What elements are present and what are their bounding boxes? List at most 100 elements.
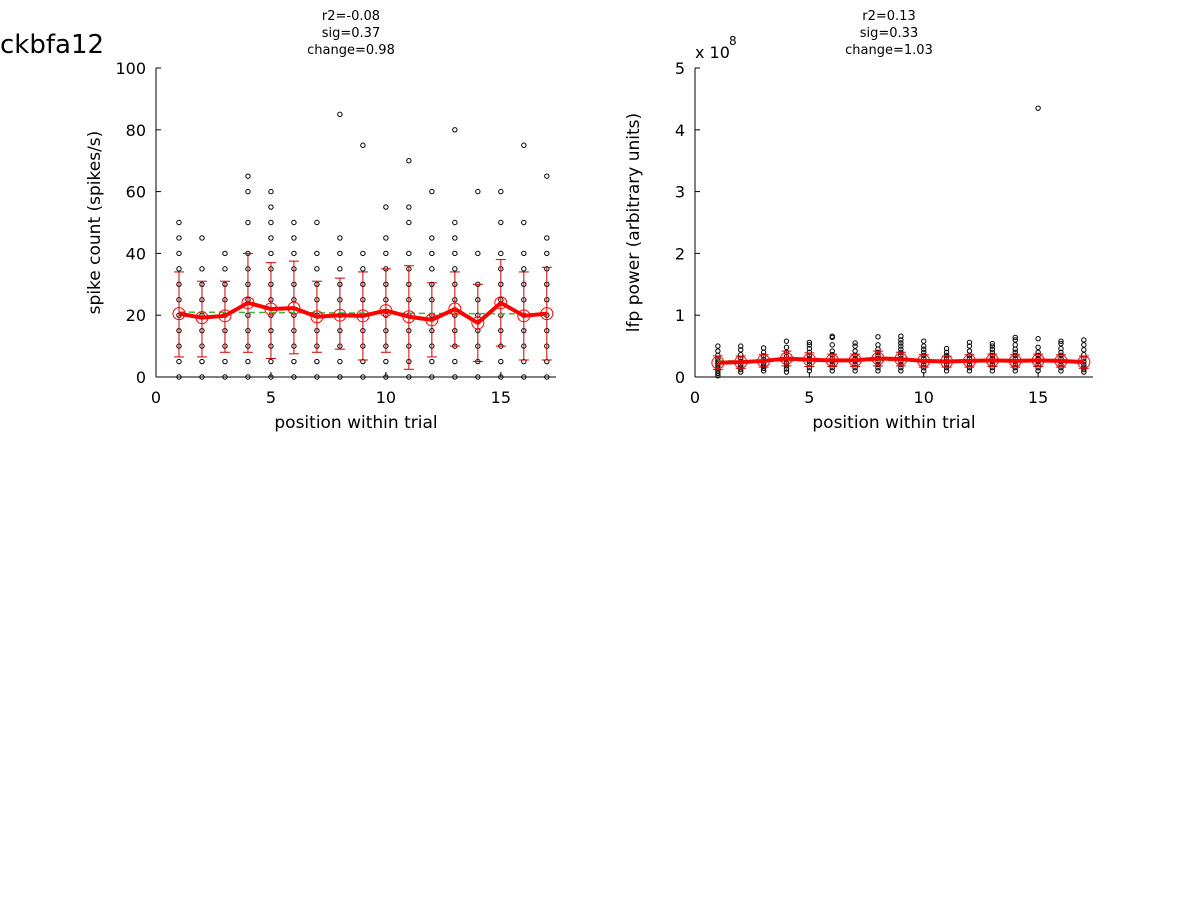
data-point [314,266,320,272]
data-point [1081,342,1087,348]
data-point [406,250,412,257]
mean-marker [940,355,954,369]
data-point [337,235,343,241]
data-point [245,219,251,226]
mean-marker [287,301,301,315]
data-point [498,219,504,226]
data-point [875,334,881,340]
chart-title-line: change=0.98 [307,43,395,58]
data-point [898,337,904,343]
data-point [921,346,927,352]
chart-title-line: sig=0.37 [322,26,380,41]
data-point [806,339,813,346]
y-tick-label: 0 [136,368,146,387]
data-point [783,338,790,344]
mean-marker [402,310,416,324]
data-point [1081,369,1087,375]
y-tick-label: 60 [126,183,146,202]
data-point [360,250,366,257]
data-point [429,374,435,380]
data-point [268,358,274,365]
mean-marker [218,309,232,323]
y-tick-label: 5 [675,59,685,78]
data-point [337,250,343,257]
mean-marker [494,296,508,310]
mean-marker [985,353,999,367]
data-point [383,374,389,380]
data-point [989,346,996,352]
data-point [1012,342,1018,348]
data-point [268,235,274,241]
data-point [715,343,721,349]
data-point [452,266,458,272]
mean-marker [1031,353,1045,367]
data-point [521,142,527,148]
mean-marker [711,356,725,370]
data-point [898,333,904,339]
left-chart-panel: r2=-0.08 sig=0.37 change=0.98 0 20 40 60 80 100 0… [85,9,556,433]
data-point [738,369,744,375]
data-point [521,266,527,272]
data-point [521,374,527,380]
mean-marker [356,309,370,323]
data-point [452,235,458,241]
x-tick-label: 10 [376,388,396,407]
mean-marker [917,354,931,368]
y-tick-label: 4 [675,121,685,140]
data-point [498,250,504,257]
data-point [898,343,904,349]
data-point [452,219,458,226]
data-point [199,235,205,241]
chart-title-line: r2=-0.08 [322,9,380,24]
data-point [314,358,320,365]
data-point [544,173,550,179]
data-point [337,266,343,272]
regression-fit-line [178,311,547,315]
y-tick-label: 40 [126,244,146,263]
data-point [429,188,435,195]
data-point [176,266,182,272]
data-point [222,358,228,365]
data-point [176,358,182,365]
data-point [829,333,835,339]
y-tick-label: 3 [675,183,685,202]
data-point [966,348,973,354]
data-point [852,368,858,374]
mean-marker [962,354,976,368]
mean-marker [448,302,462,316]
x-axis-label: position within trial [812,413,975,433]
y-tick-label: 20 [126,306,146,325]
data-point [199,358,205,365]
data-point [852,340,858,346]
x-tick-label: 15 [1028,388,1048,407]
data-point [291,358,297,365]
data-point [383,235,389,241]
data-point [406,204,412,210]
data-point [452,250,458,257]
data-point [1058,340,1064,347]
data-point [521,250,527,257]
mean-marker [757,354,771,368]
data-point [176,250,182,257]
data-point [383,358,389,365]
data-point [291,235,297,241]
data-point [1012,368,1018,374]
data-point [829,342,835,348]
data-point [1058,338,1064,344]
data-point [921,343,927,349]
y-axis-label: lfp power (arbitrary units) [624,113,644,332]
mean-marker [802,353,816,367]
data-point [738,347,744,353]
data-point [498,358,504,365]
data-point [760,345,767,351]
data-point [1035,368,1041,374]
data-point [715,370,721,376]
data-point [1058,345,1064,352]
data-point [268,219,274,226]
y-tick-label: 0 [675,368,685,387]
mean-marker [241,296,255,310]
data-point [429,250,435,257]
mean-line [717,356,1084,365]
data-point [852,343,858,349]
